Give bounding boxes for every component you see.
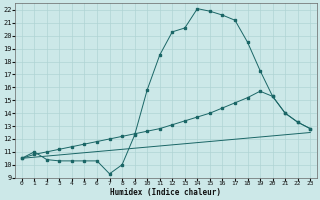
X-axis label: Humidex (Indice chaleur): Humidex (Indice chaleur) <box>110 188 221 197</box>
